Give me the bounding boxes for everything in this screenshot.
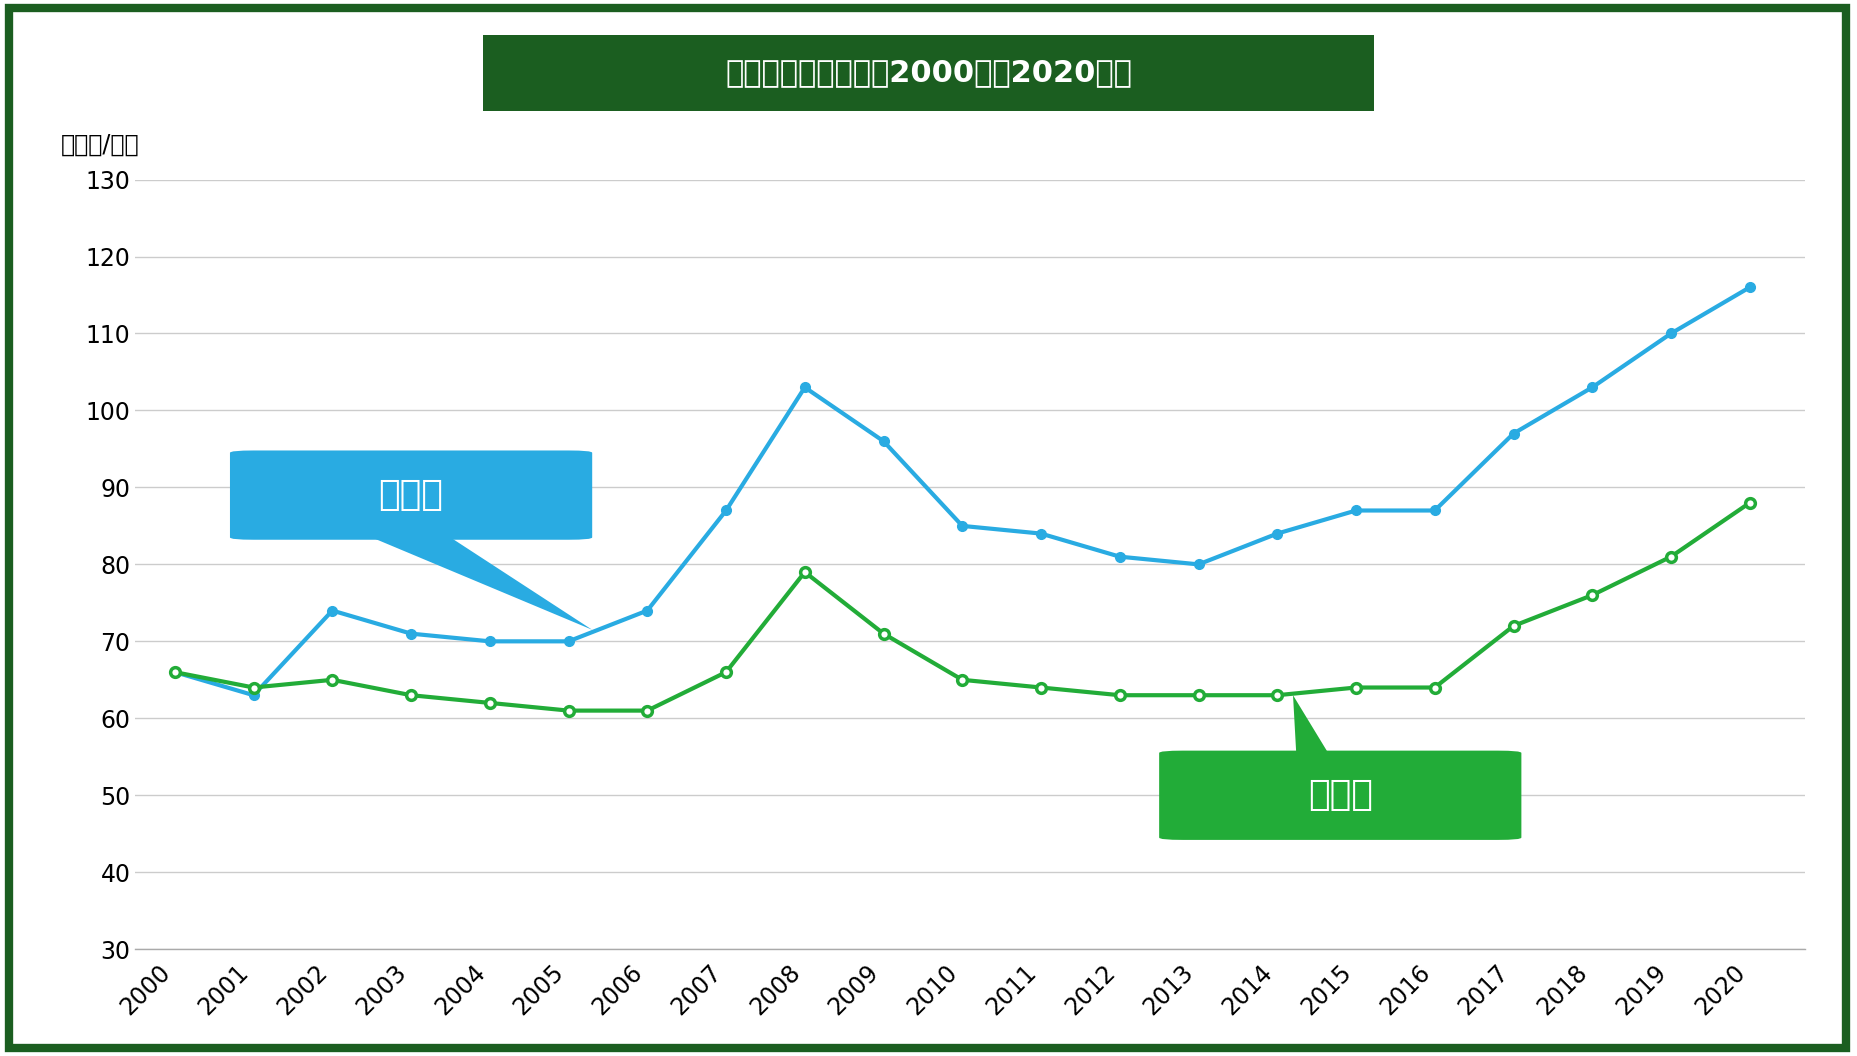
Polygon shape bbox=[371, 538, 592, 629]
Text: （万円/㎡）: （万円/㎡） bbox=[59, 132, 139, 156]
Text: 公示地価平均推移（2000年～2020年）: 公示地価平均推移（2000年～2020年） bbox=[724, 58, 1133, 88]
Text: 中野区: 中野区 bbox=[1307, 778, 1372, 812]
FancyBboxPatch shape bbox=[1159, 751, 1521, 840]
Text: 東京都: 東京都 bbox=[379, 478, 444, 512]
Polygon shape bbox=[1292, 695, 1380, 837]
FancyBboxPatch shape bbox=[230, 451, 592, 540]
